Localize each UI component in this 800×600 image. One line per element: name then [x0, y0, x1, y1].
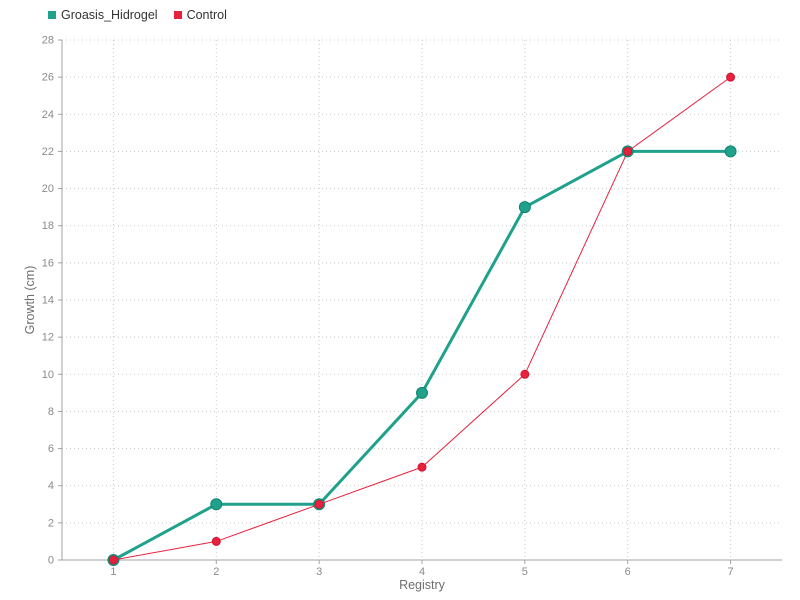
x-tick-label: 6 [625, 566, 631, 578]
y-tick-label: 0 [48, 555, 54, 567]
legend-label-control: Control [186, 8, 227, 22]
y-tick-label: 6 [48, 443, 54, 455]
x-tick-label: 3 [316, 566, 322, 578]
data-point-marker [518, 201, 531, 214]
legend-item-groasis-hidrogel[interactable]: Groasis_Hidrogel [48, 8, 158, 22]
legend-swatch-groasis-hidrogel [48, 11, 56, 19]
data-point-marker [623, 146, 633, 156]
y-tick-label: 8 [48, 406, 54, 418]
legend-label-groasis-hidrogel: Groasis_Hidrogel [61, 8, 158, 22]
x-tick-label: 7 [728, 566, 734, 578]
data-point-marker [108, 555, 118, 565]
y-tick-label: 28 [42, 35, 54, 47]
y-tick-label: 20 [42, 183, 54, 195]
x-tick-label: 4 [419, 566, 425, 578]
y-tick-label: 10 [42, 369, 54, 381]
x-tick-label: 1 [110, 566, 116, 578]
data-point-marker [724, 145, 737, 158]
y-tick-label: 16 [42, 257, 54, 269]
x-tick-label: 5 [522, 566, 528, 578]
data-point-marker [211, 536, 221, 546]
x-tick-label: 2 [213, 566, 219, 578]
x-axis-title: Registry [399, 578, 446, 592]
y-tick-label: 4 [48, 480, 54, 492]
legend-swatch-control [173, 11, 182, 19]
data-point-marker [417, 462, 427, 472]
data-point-marker [726, 72, 736, 82]
y-tick-label: 18 [42, 220, 54, 232]
y-tick-label: 24 [42, 109, 54, 121]
series-line-1 [113, 76, 731, 561]
chart-legend: Groasis_Hidrogel Control [48, 8, 227, 22]
y-tick-label: 12 [42, 332, 54, 344]
y-tick-label: 14 [42, 295, 54, 307]
y-tick-label: 2 [48, 517, 54, 529]
data-point-marker [210, 498, 223, 511]
y-tick-label: 22 [42, 146, 54, 158]
y-axis-title: Growth (cm) [23, 266, 37, 335]
data-point-marker [416, 386, 428, 399]
legend-item-control[interactable]: Control [173, 8, 227, 22]
data-point-marker [520, 369, 530, 379]
y-tick-label: 26 [42, 72, 54, 84]
data-point-marker [314, 499, 324, 509]
